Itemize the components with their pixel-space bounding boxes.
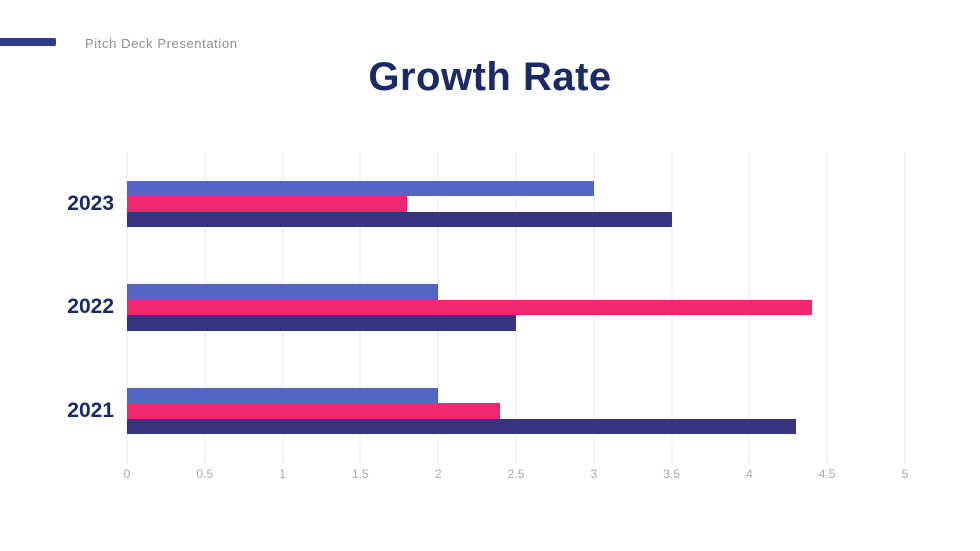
category-row-2023: 2023 xyxy=(67,152,905,256)
gridline xyxy=(904,152,906,463)
bar-series-pink-2022 xyxy=(127,299,812,316)
brand-accent-bar xyxy=(0,38,56,46)
bar-series-blue-2021 xyxy=(127,387,439,404)
category-label: 2022 xyxy=(67,295,114,319)
x-tick-label: 1 xyxy=(279,467,286,481)
x-tick-label: 3.5 xyxy=(663,467,680,481)
bar-series-navy-2023 xyxy=(127,211,672,228)
x-tick-label: 4 xyxy=(746,467,753,481)
x-tick-label: 0.5 xyxy=(196,467,214,481)
category-row-2022: 2022 xyxy=(67,256,905,360)
x-tick-label: 2 xyxy=(434,467,442,481)
plot-area: 2023 2022 2021 xyxy=(67,152,906,463)
x-tick-label: 5 xyxy=(901,467,909,481)
category-label: 2021 xyxy=(67,399,114,423)
x-axis: 0 0.5 1 1.5 2 2.5 3 3.5 4 4.5 5 xyxy=(123,467,909,487)
bar-series-blue-2022 xyxy=(127,284,439,300)
deck-title-label: Pitch Deck Presentation xyxy=(85,36,238,51)
gridline xyxy=(826,152,828,463)
x-tick-label: 4.5 xyxy=(818,467,836,481)
page-title: Growth Rate xyxy=(368,55,612,99)
x-tick-label: 1.5 xyxy=(352,467,369,481)
x-tick-label: 0 xyxy=(123,467,131,481)
bar-series-pink-2023 xyxy=(127,196,408,212)
bar-series-navy-2022 xyxy=(127,315,516,331)
bar-series-navy-2021 xyxy=(127,418,797,435)
bar-series-blue-2023 xyxy=(127,180,594,197)
x-tick-label: 3 xyxy=(590,467,598,481)
x-tick-label: 2.5 xyxy=(507,467,525,481)
category-label: 2023 xyxy=(67,191,114,215)
category-row-2021: 2021 xyxy=(67,359,905,463)
bar-series-pink-2021 xyxy=(127,403,501,419)
